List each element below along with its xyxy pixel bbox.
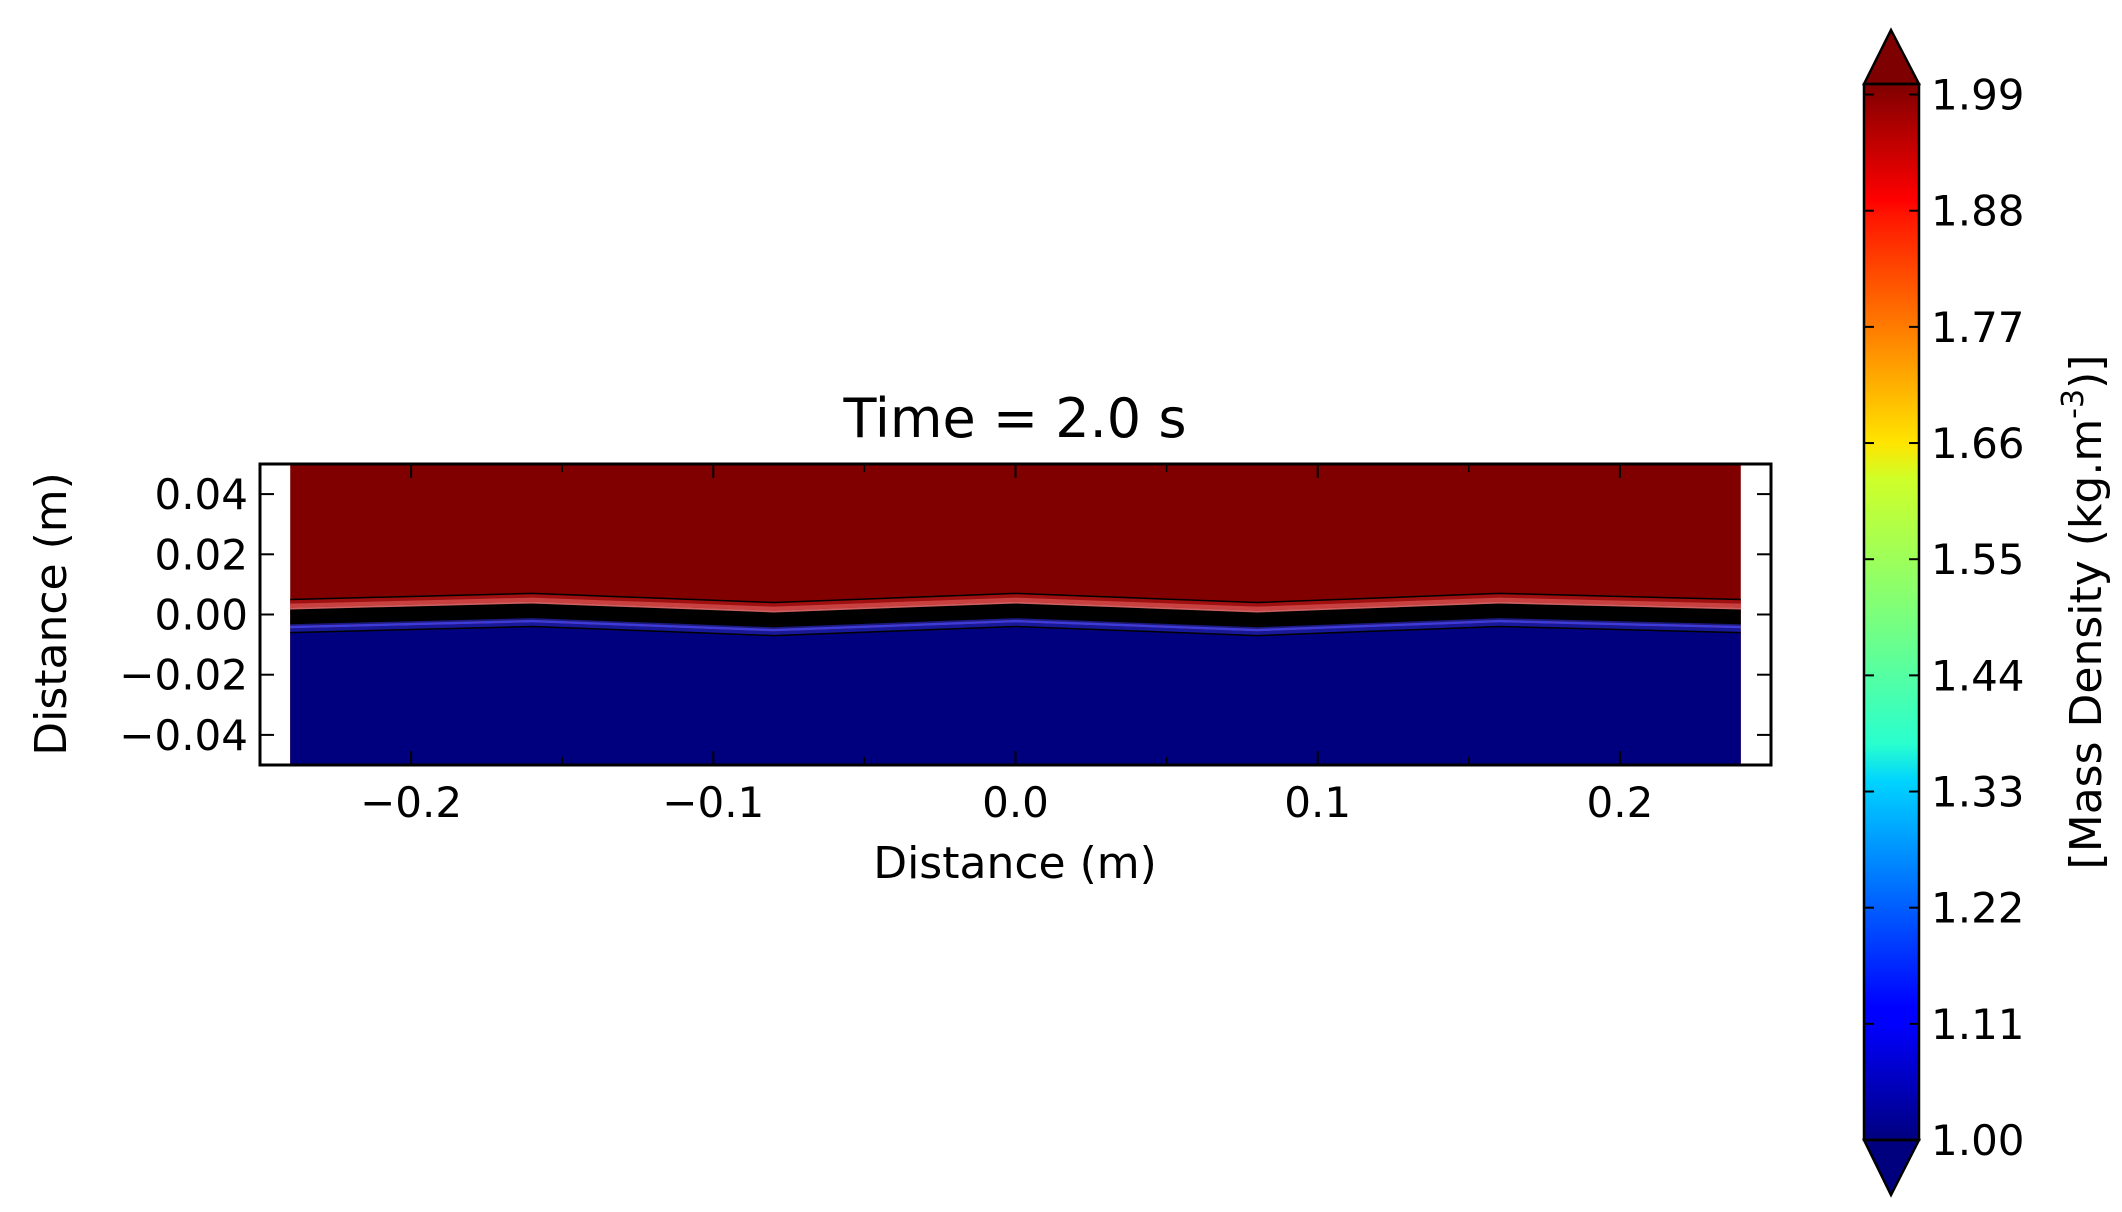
colorbar-tick-label: 1.88 <box>1931 187 2025 236</box>
colorbar: 1.99 1.88 1.77 1.66 1.55 1.44 1.33 1.22 1.11 1.00… <box>1861 27 2112 1198</box>
x-tick-label: 0.2 <box>1587 778 1654 827</box>
colorbar-extend-top <box>1861 27 1922 86</box>
colorbar-label: [Mass Density (kg.m-3)] <box>2056 355 2112 870</box>
interface-band <box>290 593 1741 607</box>
y-tick-label: 0.04 <box>154 470 248 519</box>
contour-line <box>290 592 1741 604</box>
colorbar-frame <box>1862 82 1921 1142</box>
colorbar-label-sup: -3 <box>2056 389 2091 419</box>
colorbar-label-main: [Mass Density (kg.m <box>2061 419 2112 870</box>
y-tick-label: 0.02 <box>154 530 248 579</box>
y-tick-label: −0.02 <box>119 651 248 700</box>
x-tick-label: −0.1 <box>662 778 764 827</box>
contour-line <box>290 603 1741 614</box>
x-ticks: −0.2 −0.1 0.0 0.1 0.2 <box>259 464 1772 827</box>
colorbar-tick-label: 1.66 <box>1931 419 2025 468</box>
density-field <box>290 464 1741 765</box>
colorbar-tick-label: 1.33 <box>1931 768 2025 817</box>
plot-frame <box>258 462 1773 767</box>
plot-area: −0.2 −0.1 0.0 0.1 0.2 0.04 0.02 0.00 −0.02 −0.04 <box>119 462 1773 827</box>
y-tick-label: 0.00 <box>154 591 248 640</box>
colorbar-gradient <box>1864 84 1919 1140</box>
colorbar-tick-label: 1.99 <box>1931 71 2025 120</box>
x-tick-label: 0.0 <box>982 778 1049 827</box>
colorbar-ticks: 1.99 1.88 1.77 1.66 1.55 1.44 1.33 1.22 1.11 1.00 <box>1864 71 2025 1165</box>
interface-band <box>290 622 1741 636</box>
contour-line <box>290 616 1741 628</box>
interface-band <box>290 619 1741 632</box>
interface-band <box>290 597 1741 611</box>
colorbar-label-end: )] <box>2061 355 2112 389</box>
contour-line <box>290 625 1741 637</box>
x-tick-label: −0.2 <box>360 778 462 827</box>
interface-band <box>290 617 1741 629</box>
y-tick-label: −0.04 <box>119 711 248 760</box>
colorbar-tick-label: 1.44 <box>1931 651 2025 700</box>
lower-fluid-region <box>290 626 1741 765</box>
colorbar-tick-label: 1.77 <box>1931 303 2025 352</box>
colorbar-tick-label: 1.00 <box>1931 1116 2025 1165</box>
colorbar-tick-label: 1.11 <box>1931 1000 2025 1049</box>
colorbar-tick-label: 1.22 <box>1931 884 2025 933</box>
y-axis-label: Distance (m) <box>26 472 77 756</box>
chart-title: Time = 2.0 s <box>843 387 1187 450</box>
interface-band <box>290 604 1741 627</box>
colorbar-extend-bottom <box>1861 1138 1922 1198</box>
y-ticks: 0.04 0.02 0.00 −0.02 −0.04 <box>119 470 1771 760</box>
colorbar-tick-label: 1.55 <box>1931 535 2025 584</box>
x-axis-label: Distance (m) <box>873 838 1157 889</box>
x-tick-label: 0.1 <box>1284 778 1351 827</box>
